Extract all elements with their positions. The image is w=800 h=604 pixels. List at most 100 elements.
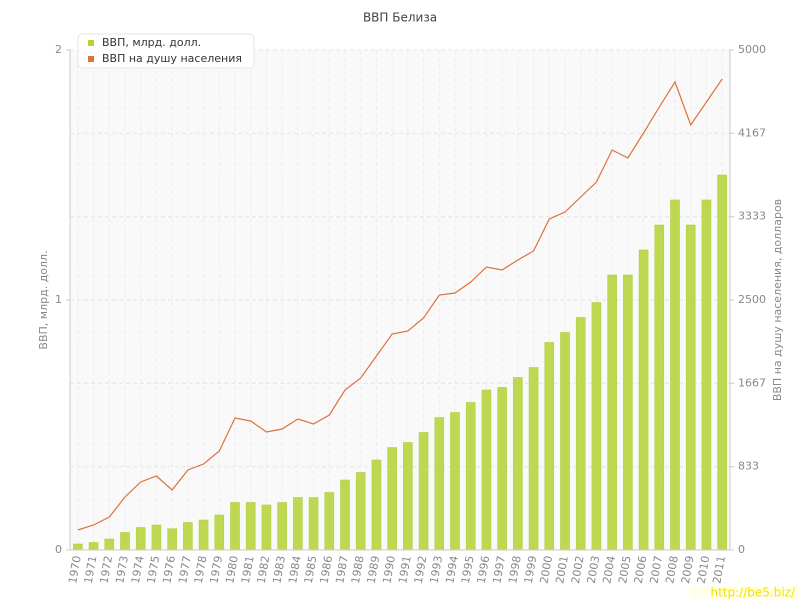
x-tick-label: 1992 <box>412 555 430 585</box>
x-tick-label: 2008 <box>663 555 681 585</box>
bar <box>717 174 727 551</box>
x-tick-label: 1993 <box>428 555 446 585</box>
x-tick-label: 1978 <box>192 555 210 585</box>
bar <box>73 543 83 551</box>
legend-label: ВВП, млрд. долл. <box>102 36 201 49</box>
bar <box>434 417 445 551</box>
x-tick-label: 2005 <box>616 555 634 585</box>
legend-label: ВВП на душу населения <box>102 52 242 65</box>
x-tick-label: 2003 <box>585 555 603 585</box>
x-tick-label: 2009 <box>679 555 697 585</box>
y2-tick-label: 0 <box>738 543 745 556</box>
bar <box>638 249 649 551</box>
y-axis-label: ВВП, млрд. долл. <box>37 250 50 349</box>
bar <box>277 502 287 551</box>
x-tick-label: 1980 <box>223 555 241 585</box>
x-tick-label: 1974 <box>129 555 147 585</box>
bar <box>230 502 240 551</box>
watermark-bg <box>690 585 800 600</box>
x-tick-label: 1995 <box>459 555 477 585</box>
x-tick-label: 1982 <box>255 555 273 585</box>
x-tick-label: 1986 <box>318 555 336 585</box>
bar <box>293 497 303 551</box>
x-tick-label: 1971 <box>82 555 100 585</box>
bar <box>88 542 99 551</box>
bar <box>450 412 460 551</box>
x-tick-label: 2010 <box>695 555 713 585</box>
x-tick-label: 1970 <box>66 555 84 585</box>
bar <box>371 459 382 551</box>
bar <box>120 532 130 551</box>
x-tick-label: 1999 <box>522 555 540 585</box>
legend: ВВП, млрд. долл. ВВП на душу населения <box>77 33 255 69</box>
y-tick-label: 1 <box>55 293 62 306</box>
bar <box>513 377 523 551</box>
x-tick-label: 1998 <box>506 555 524 585</box>
bar <box>214 514 225 551</box>
x-tick-label: 1979 <box>208 555 226 585</box>
x-tick-label: 1994 <box>443 555 461 585</box>
bar <box>387 447 397 551</box>
x-tick-label: 2000 <box>538 555 556 585</box>
bar <box>308 497 319 551</box>
bar <box>654 224 665 551</box>
x-tick-label: 1996 <box>475 555 493 585</box>
x-tick-label: 1989 <box>365 555 383 585</box>
bar <box>340 479 350 551</box>
bar <box>591 302 602 551</box>
x-tick-label: 2002 <box>569 555 587 585</box>
bar <box>544 342 555 551</box>
x-tick-label: 1983 <box>270 555 288 585</box>
bar <box>355 472 366 551</box>
bar <box>481 389 492 551</box>
bar <box>418 432 429 551</box>
legend-swatch <box>88 40 94 46</box>
x-tick-label: 1985 <box>302 555 320 585</box>
bar <box>560 332 570 551</box>
bar <box>701 199 712 551</box>
bar <box>528 367 539 551</box>
bar <box>403 442 413 551</box>
x-tick-label: 1990 <box>380 555 398 585</box>
marks <box>73 78 727 551</box>
bar <box>167 528 177 551</box>
y2-tick-label: 5000 <box>738 43 766 56</box>
y2-axis-label: ВВП на душу населения, долларов <box>771 199 784 401</box>
bar <box>135 527 146 551</box>
bar <box>151 524 162 551</box>
y2-tick-label: 4167 <box>738 126 766 139</box>
bar <box>497 387 507 551</box>
line <box>77 78 723 531</box>
x-tick-label: 1977 <box>176 555 194 585</box>
bar <box>245 502 256 551</box>
x-tick-label: 1984 <box>286 555 304 585</box>
watermark: http://be5.biz/ <box>710 586 795 600</box>
bar <box>670 199 680 551</box>
x-tick-label: 1975 <box>145 555 163 585</box>
y-tick-label: 2 <box>55 43 62 56</box>
legend-swatch <box>88 56 94 62</box>
legend-box <box>77 33 255 69</box>
x-tick-label: 1976 <box>160 555 178 585</box>
chart-title: ВВП Белиза <box>363 11 437 25</box>
x-tick-label: 2004 <box>600 555 618 585</box>
x-tick-label: 1973 <box>113 555 131 585</box>
x-tick-label: 2006 <box>632 555 650 585</box>
x-tick-label: 2011 <box>710 555 728 585</box>
bar <box>261 504 272 551</box>
bar <box>623 274 633 551</box>
x-tick-label: 1988 <box>349 555 367 585</box>
bar <box>324 492 335 551</box>
y2-tick-label: 833 <box>738 460 759 473</box>
y2-tick-label: 1667 <box>738 376 766 389</box>
x-tick-label: 1987 <box>333 555 351 585</box>
x-tick-label: 2001 <box>553 555 571 585</box>
x-tick-label: 1981 <box>239 555 257 585</box>
bar <box>607 274 617 551</box>
bar <box>465 402 476 551</box>
y-tick-label: 0 <box>55 543 62 556</box>
x-tick-label: 1997 <box>490 555 508 585</box>
bar <box>104 538 115 551</box>
bar <box>198 519 209 551</box>
